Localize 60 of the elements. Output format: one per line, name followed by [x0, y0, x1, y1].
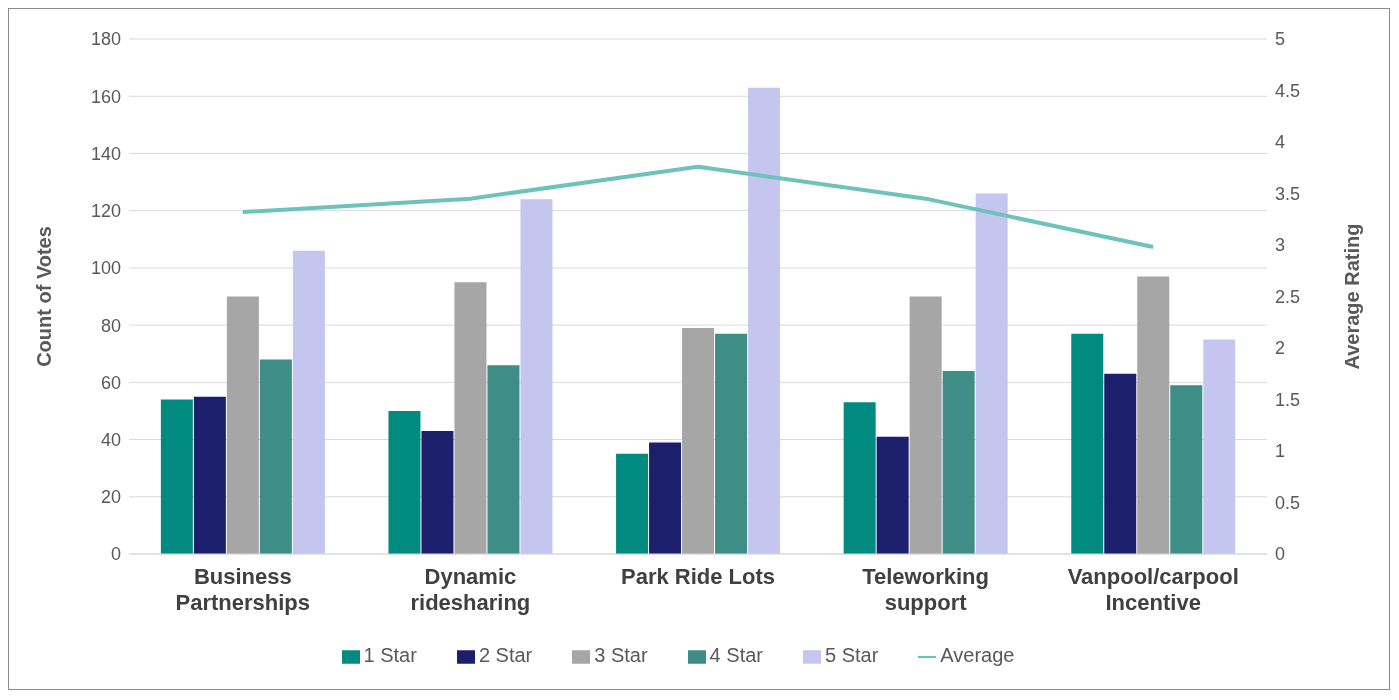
bar: [226, 296, 259, 554]
y-axis-title: Count of Votes: [33, 226, 56, 367]
bar: [748, 87, 781, 554]
y-tick-label: 180: [90, 29, 121, 50]
y2-tick-label: 1.5: [1275, 389, 1301, 410]
y2-tick-label: 4.5: [1275, 80, 1301, 101]
bar: [292, 250, 325, 554]
bar: [649, 442, 682, 554]
y-tick-label: 80: [100, 315, 121, 336]
y-tick-label: 20: [100, 487, 121, 508]
y2-tick-label: 1: [1275, 441, 1286, 462]
bar: [876, 436, 909, 554]
y2-axis-title: Average Rating: [1341, 223, 1364, 370]
bar: [388, 410, 421, 554]
y-tick-label: 40: [100, 429, 121, 450]
y2-tick-label: 5: [1275, 29, 1286, 50]
y2-tick-label: 3.5: [1275, 183, 1301, 204]
y2-tick-label: 3: [1275, 235, 1286, 256]
bar: [193, 396, 226, 554]
bar: [259, 359, 292, 554]
legend-label: 3 Star: [594, 644, 648, 666]
y-tick-label: 140: [90, 143, 121, 164]
y-tick-label: 0: [110, 544, 121, 565]
line-series: [240, 164, 1156, 250]
bar: [1137, 276, 1170, 554]
bar: [942, 370, 975, 554]
y-tick-label: 120: [90, 201, 121, 222]
x-tick-label: Teleworking support: [862, 564, 989, 615]
bar: [454, 282, 487, 554]
bar: [487, 365, 520, 554]
bar: [1203, 339, 1236, 554]
bar: [975, 193, 1008, 554]
bar: [682, 327, 715, 554]
bar: [160, 399, 193, 554]
bar: [421, 430, 454, 554]
bar: [1071, 333, 1104, 554]
y-tick-label: 100: [90, 258, 121, 279]
bar: [909, 296, 942, 554]
legend-label: 1 Star: [363, 644, 417, 666]
bar: [1170, 385, 1203, 554]
bar: [1104, 373, 1137, 554]
y2-tick-label: 0: [1275, 544, 1286, 565]
legend-label: 5 Star: [824, 644, 879, 666]
y-tick-label: 160: [90, 86, 121, 107]
bar: [715, 333, 748, 554]
x-tick-label: Dynamic ridesharing: [410, 564, 531, 615]
y2-tick-label: 2: [1275, 338, 1286, 359]
bar: [843, 402, 876, 554]
bar: [520, 199, 553, 554]
y-tick-label: 60: [100, 372, 121, 393]
x-tick-label: Business Partnerships: [175, 564, 311, 615]
y2-tick-label: 4: [1275, 132, 1286, 153]
y2-tick-label: 0.5: [1275, 492, 1301, 513]
bar: [616, 453, 649, 554]
legend-label: Average: [940, 644, 1015, 666]
legend-label: 2 Star: [478, 644, 533, 666]
y2-tick-label: 2.5: [1275, 286, 1301, 307]
x-tick-label: Park Ride Lots: [620, 564, 776, 589]
x-tick-label: Vanpool/carpool Incentive: [1067, 564, 1239, 615]
legend-label: 4 Star: [709, 644, 763, 666]
